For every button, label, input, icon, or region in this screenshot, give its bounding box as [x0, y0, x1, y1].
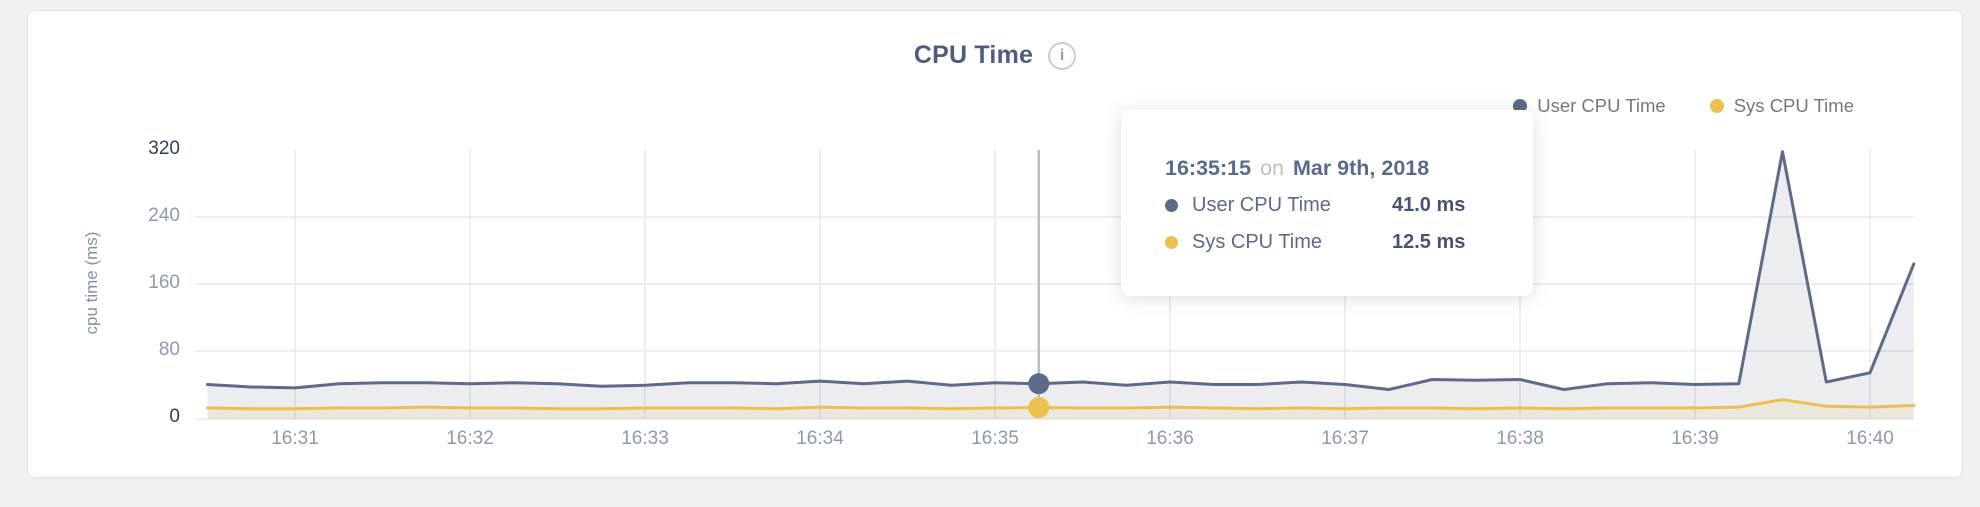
x-tick-label: 16:38 [1496, 428, 1544, 449]
legend-label-user: User CPU Time [1537, 95, 1666, 116]
x-tick-label: 16:35 [971, 428, 1019, 449]
x-tick-label: 16:37 [1321, 428, 1369, 449]
user-cpu-area [207, 151, 1914, 419]
y-tick-label: 160 [148, 272, 180, 293]
tooltip-value-user: 41.0 ms [1392, 193, 1466, 216]
tooltip-time: 16:35:15 [1165, 156, 1252, 180]
tooltip-row-sys: Sys CPU Time 12.5 ms [1165, 228, 1505, 256]
tooltip-label-user: User CPU Time [1192, 193, 1331, 216]
tooltip-dot-user [1165, 198, 1178, 212]
y-tick-label: 240 [148, 205, 180, 226]
chart-plot-area[interactable] [28, 11, 1980, 507]
x-tick-label: 16:36 [1146, 428, 1194, 449]
info-icon[interactable]: i [1048, 41, 1077, 70]
info-icon-glyph: i [1059, 46, 1065, 64]
tooltip-conjunction: on [1260, 156, 1284, 180]
page-background: CPU Time i User CPU Time Sys CPU Time cp… [27, 10, 1963, 478]
y-tick-label: 320 [148, 138, 180, 159]
legend-label-sys: Sys CPU Time [1733, 95, 1854, 116]
x-tick-label: 16:32 [446, 428, 494, 449]
x-tick-label: 16:31 [271, 428, 319, 449]
sys-cpu-line [206, 398, 1916, 411]
chart-tooltip: 16:35:15 on Mar 9th, 2018 User CPU Time … [1121, 110, 1533, 296]
legend-item-user-cpu-time[interactable]: User CPU Time [1513, 95, 1666, 117]
tooltip-dot-sys [1165, 235, 1178, 249]
hover-point-sys[interactable] [1028, 397, 1050, 419]
tooltip-value-sys: 12.5 ms [1392, 230, 1466, 253]
tooltip-label-sys: Sys CPU Time [1192, 230, 1323, 253]
tooltip-row-user: User CPU Time 41.0 ms [1165, 191, 1505, 219]
sys-cpu-area [207, 399, 1914, 419]
tooltip-title: 16:35:15 on Mar 9th, 2018 [1165, 154, 1505, 182]
cpu-time-chart-card: CPU Time i User CPU Time Sys CPU Time cp… [27, 10, 1963, 478]
user-cpu-line [206, 150, 1916, 391]
x-tick-label: 16:33 [621, 428, 669, 449]
chart-legend: User CPU Time Sys CPU Time [1513, 95, 1854, 117]
legend-dot-sys [1709, 99, 1724, 113]
chart-title: CPU Time [913, 41, 1034, 69]
legend-item-sys-cpu-time[interactable]: Sys CPU Time [1709, 95, 1854, 117]
y-tick-label: 80 [158, 339, 180, 360]
x-tick-label: 16:40 [1846, 428, 1894, 449]
hover-point-user[interactable] [1028, 373, 1050, 395]
legend-dot-user [1513, 99, 1528, 113]
x-tick-label: 16:39 [1671, 428, 1719, 449]
chart-header: CPU Time i [28, 41, 1962, 70]
x-tick-label: 16:34 [796, 428, 844, 449]
y-tick-label: 0 [169, 406, 180, 427]
tooltip-date: Mar 9th, 2018 [1292, 156, 1430, 180]
